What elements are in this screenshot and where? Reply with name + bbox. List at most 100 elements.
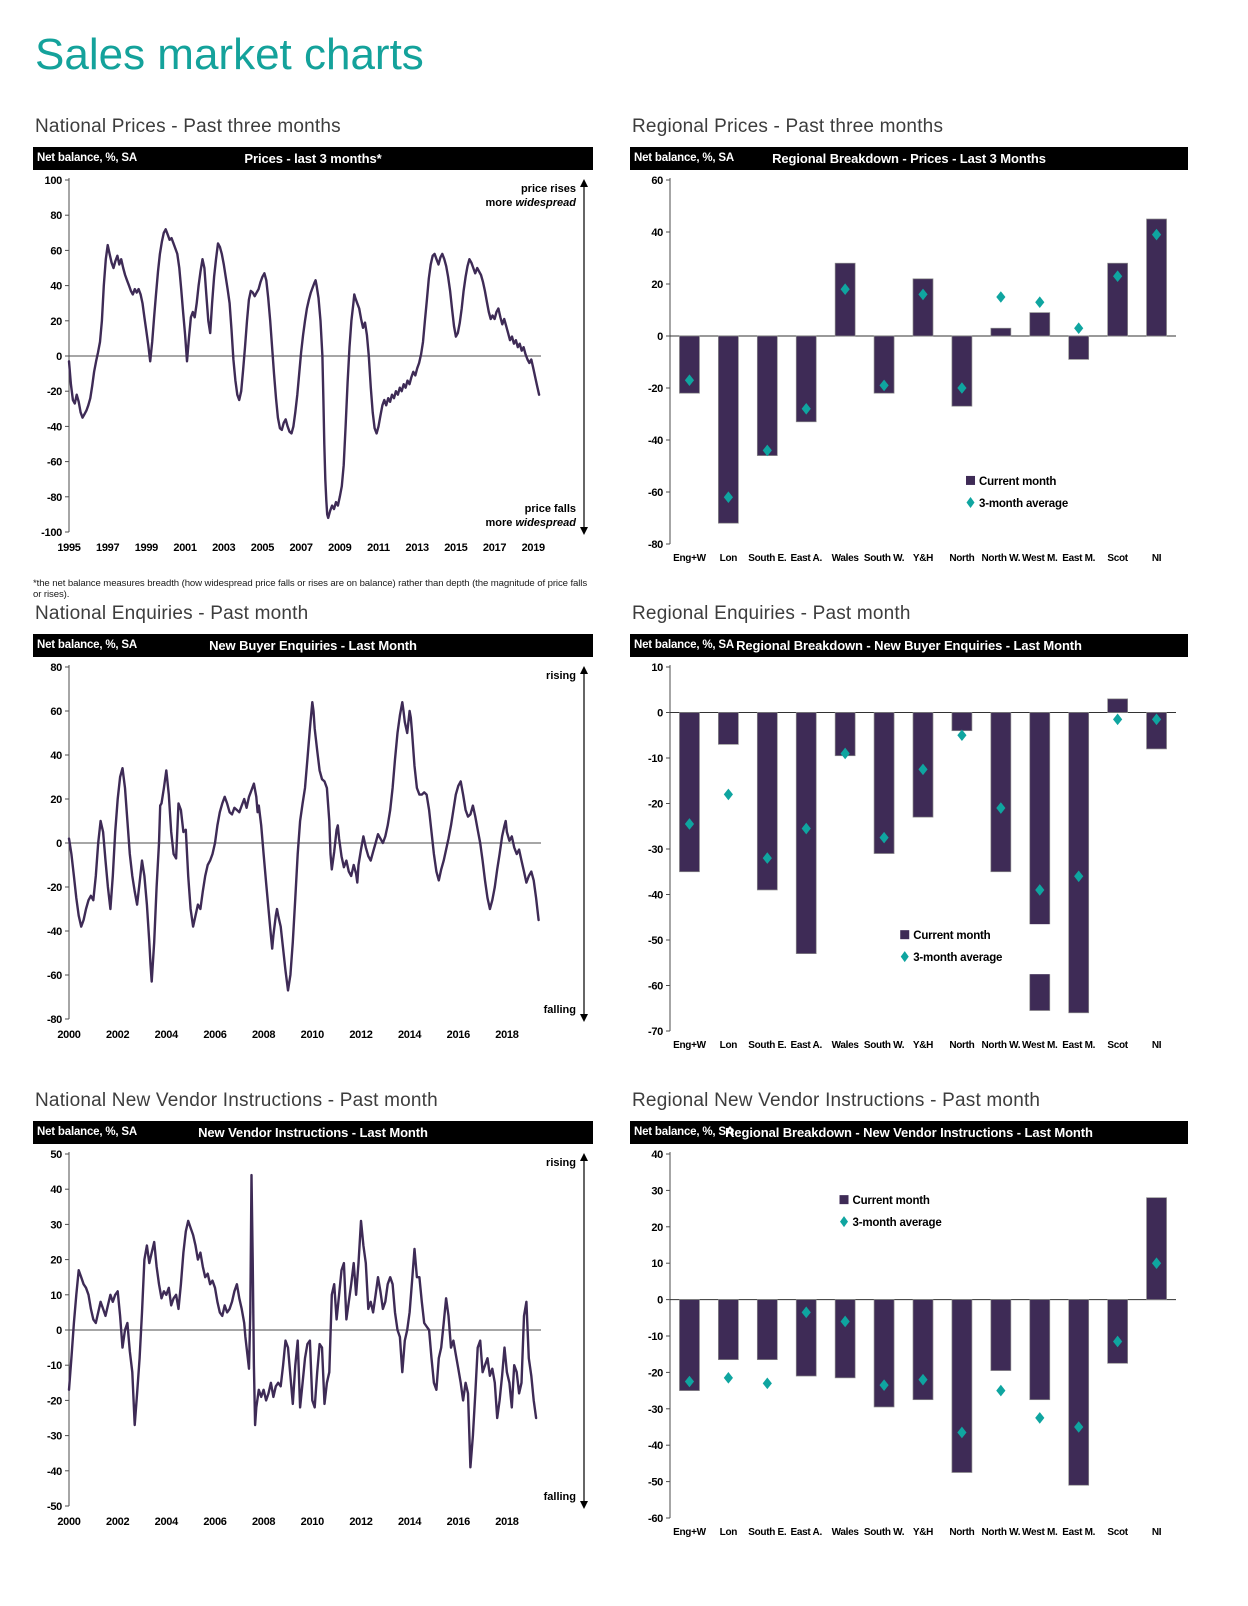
chart-units-label: Net balance, %, SA	[634, 1126, 734, 1138]
svg-text:-10: -10	[648, 1331, 663, 1343]
svg-text:Y&H: Y&H	[913, 553, 933, 564]
svg-text:North W.: North W.	[981, 1527, 1020, 1538]
svg-text:South W.: South W.	[864, 553, 905, 564]
svg-text:-20: -20	[47, 882, 62, 894]
svg-text:-20: -20	[47, 386, 62, 398]
svg-text:-30: -30	[648, 1404, 663, 1416]
svg-text:price rises: price rises	[521, 183, 576, 195]
svg-text:North: North	[949, 1040, 974, 1051]
svg-text:Eng+W: Eng+W	[673, 553, 707, 564]
svg-text:2008: 2008	[252, 1029, 275, 1041]
svg-text:2010: 2010	[301, 1029, 324, 1041]
national-instructions-chart: -50 -40 -30 -20 -10 0 10 20 30 40 50 2000 2002 2004 20…	[33, 1144, 593, 1548]
section-heading-national-enquiries: National Enquiries - Past month	[35, 603, 309, 624]
svg-text:East M.: East M.	[1062, 1527, 1095, 1538]
svg-text:3-month average: 3-month average	[979, 498, 1068, 510]
svg-text:-80: -80	[47, 492, 62, 504]
page-title: Sales market charts	[35, 30, 424, 79]
svg-text:10: 10	[50, 1290, 62, 1302]
svg-text:2012: 2012	[349, 1029, 372, 1041]
svg-text:West M.: West M.	[1022, 1527, 1058, 1538]
svg-text:2010: 2010	[301, 1516, 324, 1528]
regional-instructions-chart: -60 -50 -40 -30 -20 -10 0 10 20 30 40 Eng+W Lon South…	[630, 1144, 1188, 1568]
svg-text:price falls: price falls	[525, 503, 576, 515]
svg-text:40: 40	[50, 750, 62, 762]
svg-text:-70: -70	[648, 1026, 663, 1038]
svg-text:2016: 2016	[447, 1516, 470, 1528]
svg-text:Lon: Lon	[720, 1527, 738, 1538]
svg-text:80: 80	[50, 662, 62, 674]
svg-text:0: 0	[657, 331, 663, 343]
svg-text:rising: rising	[546, 670, 576, 682]
svg-text:-40: -40	[648, 890, 663, 902]
svg-text:Wales: Wales	[832, 1527, 860, 1538]
svg-text:2003: 2003	[212, 542, 235, 554]
svg-text:North W.: North W.	[981, 553, 1020, 564]
svg-text:40: 40	[50, 1184, 62, 1196]
svg-text:20: 20	[50, 794, 62, 806]
chart-header: Net balance, %, SA New Buyer Enquiries -…	[33, 634, 593, 657]
svg-text:-60: -60	[648, 1513, 663, 1525]
svg-text:2004: 2004	[155, 1029, 179, 1041]
svg-text:Lon: Lon	[720, 553, 738, 564]
chart-header: Net balance, %, SA New Vendor Instructio…	[33, 1121, 593, 1144]
svg-text:East M.: East M.	[1062, 553, 1095, 564]
svg-text:-40: -40	[47, 421, 62, 433]
svg-text:South E.: South E.	[748, 1040, 787, 1051]
svg-text:0: 0	[56, 351, 62, 363]
svg-text:North: North	[949, 553, 974, 564]
svg-text:2016: 2016	[447, 1029, 470, 1041]
svg-text:0: 0	[657, 708, 663, 720]
svg-text:Scot: Scot	[1107, 1040, 1128, 1051]
svg-text:2019: 2019	[522, 542, 545, 554]
svg-text:Eng+W: Eng+W	[673, 1527, 707, 1538]
svg-text:Current month: Current month	[853, 1195, 930, 1207]
svg-text:2013: 2013	[406, 542, 429, 554]
svg-text:North W.: North W.	[981, 1040, 1020, 1051]
svg-text:-30: -30	[47, 1431, 62, 1443]
svg-text:Scot: Scot	[1107, 1527, 1128, 1538]
chart-title: New Vendor Instructions - Last Month	[198, 1125, 428, 1140]
svg-text:60: 60	[50, 245, 62, 257]
chart-units-label: Net balance, %, SA	[634, 152, 734, 164]
chart-units-label: Net balance, %, SA	[37, 1126, 137, 1138]
chart-title: Regional Breakdown - New Buyer Enquiries…	[736, 638, 1082, 653]
svg-text:East A.: East A.	[791, 1527, 823, 1538]
svg-text:South E.: South E.	[748, 553, 787, 564]
chart-header: Net balance, %, SA Regional Breakdown - …	[630, 634, 1188, 657]
svg-text:10: 10	[651, 662, 663, 674]
svg-text:2008: 2008	[252, 1516, 275, 1528]
svg-text:-40: -40	[648, 435, 663, 447]
svg-text:West M.: West M.	[1022, 1040, 1058, 1051]
chart-units-label: Net balance, %, SA	[37, 639, 137, 651]
svg-text:50: 50	[50, 1149, 62, 1161]
chart-units-label: Net balance, %, SA	[634, 639, 734, 651]
svg-text:-50: -50	[47, 1501, 62, 1513]
svg-text:-40: -40	[47, 1466, 62, 1478]
section-national-instructions: National New Vendor Instructions - Past …	[33, 1084, 593, 1548]
svg-text:2017: 2017	[483, 542, 506, 554]
svg-text:2000: 2000	[57, 1029, 80, 1041]
svg-text:rising: rising	[546, 1157, 576, 1169]
svg-text:3-month average: 3-month average	[913, 952, 1002, 964]
chart-title: Regional Breakdown - New Vendor Instruct…	[725, 1125, 1093, 1140]
chart-title: New Buyer Enquiries - Last Month	[209, 638, 417, 653]
svg-text:2002: 2002	[106, 1516, 129, 1528]
svg-text:Wales: Wales	[832, 553, 860, 564]
svg-text:-50: -50	[648, 1477, 663, 1489]
svg-text:2018: 2018	[495, 1516, 518, 1528]
section-heading-regional-instructions: Regional New Vendor Instructions - Past …	[632, 1090, 1041, 1111]
svg-text:West M.: West M.	[1022, 553, 1058, 564]
chart-header: Net balance, %, SA Prices - last 3 month…	[33, 147, 593, 170]
svg-text:Lon: Lon	[720, 1040, 738, 1051]
section-heading-national-prices: National Prices - Past three months	[35, 116, 341, 137]
svg-text:20: 20	[651, 1222, 663, 1234]
svg-text:-60: -60	[648, 981, 663, 993]
svg-text:-60: -60	[648, 487, 663, 499]
svg-text:East M.: East M.	[1062, 1040, 1095, 1051]
chart-footnote: *the net balance measures breadth (how w…	[33, 578, 588, 600]
regional-enquiries-chart: -70 -60 -50 -40 -30 -20 -10 0 10 Eng+W Lon South E.…	[630, 657, 1188, 1081]
svg-text:-10: -10	[47, 1360, 62, 1372]
svg-text:Current month: Current month	[913, 930, 990, 942]
svg-text:2001: 2001	[173, 542, 196, 554]
